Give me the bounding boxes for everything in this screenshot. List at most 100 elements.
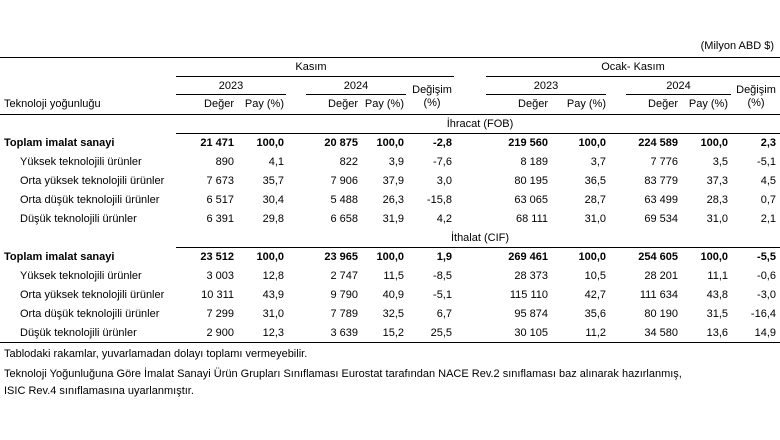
col-header-value-4: Değer xyxy=(648,98,678,110)
table-top-rule xyxy=(0,57,780,58)
section-rule-export xyxy=(176,133,780,134)
cell-kasim-2024-share: 100,0 xyxy=(376,251,404,263)
col-header-value-3: Değer xyxy=(518,98,548,110)
cell-ocak-kasim-2024-value: 83 779 xyxy=(644,175,678,187)
cell-ocak-kasim-2023-value: 30 105 xyxy=(514,327,548,339)
year-rule-1 xyxy=(176,94,286,95)
cell-ocak-kasim-change: 14,9 xyxy=(754,327,776,339)
table-row: Düşük teknolojili ürünler 2 900 12,3 3 639 1… xyxy=(0,325,780,343)
cell-ocak-kasim-2023-value: 269 461 xyxy=(508,251,548,263)
row-label: Orta düşük teknolojili ürünler xyxy=(20,308,160,320)
cell-ocak-kasim-2023-value: 28 373 xyxy=(514,270,548,282)
cell-ocak-kasim-2023-value: 219 560 xyxy=(508,137,548,149)
section-title-export: İhracat (FOB) xyxy=(446,118,514,130)
cell-ocak-kasim-change: 0,7 xyxy=(760,194,776,206)
period-rule-2 xyxy=(486,76,780,77)
cell-kasim-2024-value: 822 xyxy=(339,156,358,168)
change-header-b-line1: Değişim xyxy=(736,84,776,96)
cell-ocak-kasim-2023-share: 31,0 xyxy=(584,213,606,225)
period-header-kasim: Kasım xyxy=(295,61,327,73)
table-row: Orta yüksek teknolojili ürünler 10 311 43,… xyxy=(0,287,780,305)
row-label-header: Teknoloji yoğunluğu xyxy=(4,98,101,110)
cell-kasim-2024-value: 9 790 xyxy=(330,289,358,301)
cell-kasim-2023-value: 6 391 xyxy=(206,213,234,225)
cell-kasim-2023-value: 23 512 xyxy=(200,251,234,263)
year-rule-2 xyxy=(306,94,406,95)
cell-kasim-change: -2,8 xyxy=(433,137,452,149)
cell-ocak-kasim-2024-share: 31,0 xyxy=(706,213,728,225)
cell-ocak-kasim-2023-value: 80 195 xyxy=(514,175,548,187)
cell-ocak-kasim-2024-value: 111 634 xyxy=(639,289,678,301)
cell-ocak-kasim-2023-share: 42,7 xyxy=(584,289,606,301)
year-header-2023-a: 2023 xyxy=(218,80,244,92)
cell-kasim-change: 1,9 xyxy=(436,251,452,263)
cell-ocak-kasim-2023-share: 100,0 xyxy=(578,137,606,149)
cell-kasim-2024-share: 11,5 xyxy=(383,270,404,282)
cell-kasim-2024-value: 23 965 xyxy=(324,251,358,263)
cell-kasim-2023-value: 7 299 xyxy=(206,308,234,320)
cell-kasim-2023-value: 6 517 xyxy=(206,194,234,206)
row-label: Düşük teknolojili ürünler xyxy=(20,213,137,225)
year-header-2024-a: 2024 xyxy=(343,80,369,92)
cell-kasim-2024-share: 32,5 xyxy=(382,308,404,320)
cell-kasim-2023-share: 29,8 xyxy=(262,213,284,225)
unit-label: (Milyon ABD $) xyxy=(700,40,774,52)
cell-kasim-change: 6,7 xyxy=(436,308,452,320)
cell-kasim-change: -5,1 xyxy=(433,289,452,301)
period-rule-1 xyxy=(176,76,454,77)
cell-ocak-kasim-2024-value: 63 499 xyxy=(644,194,678,206)
cell-kasim-2024-share: 100,0 xyxy=(376,137,404,149)
change-header-a-line1: Değişim xyxy=(412,84,452,96)
cell-kasim-2023-share: 100,0 xyxy=(256,251,284,263)
cell-kasim-2024-share: 37,9 xyxy=(382,175,404,187)
footnote-3: ISIC Rev.4 sınıflamasına uyarlanmıştır. xyxy=(4,385,194,397)
cell-kasim-2024-value: 7 906 xyxy=(330,175,358,187)
cell-kasim-2023-share: 100,0 xyxy=(256,137,284,149)
cell-ocak-kasim-2023-value: 95 874 xyxy=(514,308,548,320)
cell-ocak-kasim-2024-value: 224 589 xyxy=(638,137,678,149)
cell-kasim-2024-value: 7 789 xyxy=(330,308,358,320)
section-title-import: İthalat (CIF) xyxy=(450,232,510,244)
table-bottom-rule xyxy=(0,342,780,343)
footnote-2: Teknoloji Yoğunluğuna Göre İmalat Sanayi… xyxy=(4,368,682,380)
cell-ocak-kasim-2024-share: 100,0 xyxy=(700,137,728,149)
cell-ocak-kasim-2023-share: 3,7 xyxy=(590,156,606,168)
cell-ocak-kasim-2023-share: 28,7 xyxy=(584,194,606,206)
cell-kasim-2023-share: 4,1 xyxy=(268,156,284,168)
cell-ocak-kasim-2023-value: 115 110 xyxy=(509,289,548,301)
year-header-2023-b: 2023 xyxy=(533,80,559,92)
cell-kasim-change: -15,8 xyxy=(426,194,452,206)
cell-ocak-kasim-change: -3,0 xyxy=(757,289,776,301)
cell-ocak-kasim-change: -16,4 xyxy=(750,308,776,320)
cell-ocak-kasim-2024-value: 7 776 xyxy=(650,156,678,168)
cell-ocak-kasim-2024-share: 37,3 xyxy=(706,175,728,187)
year-header-2024-b: 2024 xyxy=(666,80,691,92)
cell-ocak-kasim-2024-share: 13,6 xyxy=(706,327,728,339)
col-header-value-2: Değer xyxy=(328,98,358,110)
table-row: Toplam imalat sanayi 23 512 100,0 23 965 100… xyxy=(0,249,780,267)
section-rule-import xyxy=(176,247,780,248)
row-label: Orta yüksek teknolojili ürünler xyxy=(20,175,165,187)
cell-ocak-kasim-2024-value: 28 201 xyxy=(644,270,678,282)
cell-kasim-2024-share: 3,9 xyxy=(388,156,404,168)
col-header-share-3: Pay (%) xyxy=(566,98,606,110)
year-rule-4 xyxy=(626,94,731,95)
row-label: Yüksek teknolojili ürünler xyxy=(20,156,142,168)
cell-ocak-kasim-change: 4,5 xyxy=(760,175,776,187)
table-row: Orta yüksek teknolojili ürünler 7 673 35,7… xyxy=(0,173,780,191)
cell-ocak-kasim-2023-share: 11,2 xyxy=(585,327,606,339)
cell-kasim-2024-value: 6 658 xyxy=(330,213,358,225)
cell-ocak-kasim-2024-value: 34 580 xyxy=(644,327,678,339)
cell-kasim-2024-share: 31,9 xyxy=(382,213,404,225)
row-label: Toplam imalat sanayi xyxy=(4,251,115,263)
cell-kasim-2024-value: 5 488 xyxy=(330,194,358,206)
cell-kasim-2023-value: 10 311 xyxy=(201,289,234,301)
cell-kasim-2023-share: 31,0 xyxy=(262,308,284,320)
cell-ocak-kasim-2024-value: 80 190 xyxy=(644,308,678,320)
cell-kasim-change: 25,5 xyxy=(430,327,452,339)
cell-kasim-2023-share: 12,3 xyxy=(262,327,284,339)
cell-kasim-2023-share: 43,9 xyxy=(262,289,284,301)
change-header-a-line2: (%) xyxy=(423,97,441,109)
cell-kasim-2024-value: 2 747 xyxy=(330,270,358,282)
cell-ocak-kasim-2024-value: 254 605 xyxy=(638,251,678,263)
